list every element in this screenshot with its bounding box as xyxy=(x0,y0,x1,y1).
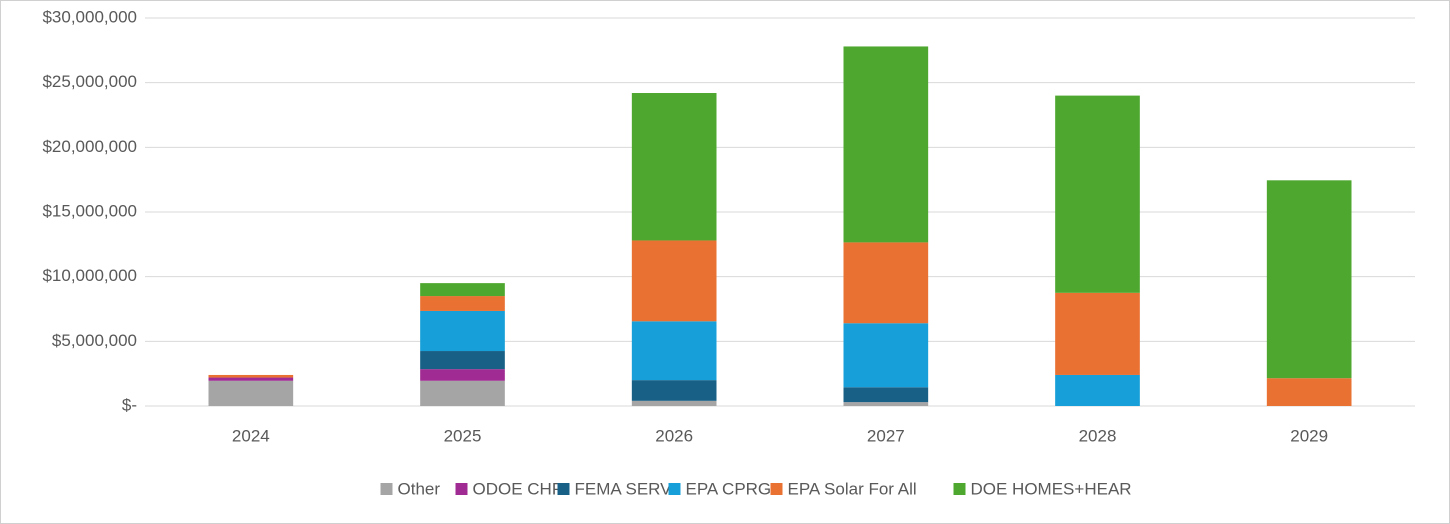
bar-segment xyxy=(631,380,717,401)
y-tick-label: $15,000,000 xyxy=(42,201,137,220)
x-tick-label: 2029 xyxy=(1290,426,1328,445)
bar-segment xyxy=(843,46,929,243)
bar-segment xyxy=(1266,180,1352,379)
bar-segment xyxy=(420,283,505,297)
bar-segment xyxy=(1055,292,1140,375)
bar-segment xyxy=(208,380,294,406)
y-tick-label: $30,000,000 xyxy=(42,7,137,26)
x-tick-label: 2026 xyxy=(655,426,693,445)
legend-swatch xyxy=(668,483,681,495)
legend-label: Other xyxy=(398,479,441,498)
x-tick-label: 2028 xyxy=(1079,426,1117,445)
x-tick-label: 2025 xyxy=(444,426,482,445)
bar-segment xyxy=(843,387,929,403)
bar-segment xyxy=(420,296,505,311)
legend-label: DOE HOMES+HEAR xyxy=(971,479,1132,498)
bar-segment xyxy=(420,369,505,381)
y-tick-label: $10,000,000 xyxy=(42,266,137,285)
bar-segment xyxy=(631,240,717,322)
bar-segment xyxy=(420,351,505,370)
bar-segment xyxy=(420,380,505,406)
bar-segment xyxy=(631,93,717,241)
legend-label: EPA CPRG xyxy=(686,479,772,498)
legend-label: ODOE CHP xyxy=(473,479,564,498)
bar-segment xyxy=(843,323,929,388)
legend-label: EPA Solar For All xyxy=(788,479,917,498)
legend-swatch xyxy=(770,483,783,495)
legend-label: FEMA SERV xyxy=(575,479,673,498)
bar-segment xyxy=(420,310,505,352)
bar-segment xyxy=(208,377,294,381)
y-tick-label: $- xyxy=(122,395,137,414)
legend-swatch xyxy=(557,483,570,495)
x-tick-label: 2027 xyxy=(867,426,905,445)
y-tick-label: $20,000,000 xyxy=(42,137,137,156)
bar-segment xyxy=(631,400,717,406)
legend-swatch xyxy=(953,483,966,495)
x-tick-label: 2024 xyxy=(232,426,270,445)
bar-segment xyxy=(1266,378,1352,406)
y-tick-label: $25,000,000 xyxy=(42,72,137,91)
legend-swatch xyxy=(455,483,468,495)
bar-segment xyxy=(843,242,929,324)
bar-segment xyxy=(843,402,929,406)
bar-segment xyxy=(1055,95,1140,293)
bar-segment xyxy=(631,321,717,381)
bar-segment xyxy=(1055,374,1140,406)
bar-segment xyxy=(208,374,294,378)
y-tick-label: $5,000,000 xyxy=(52,331,137,350)
legend-swatch xyxy=(380,483,393,495)
